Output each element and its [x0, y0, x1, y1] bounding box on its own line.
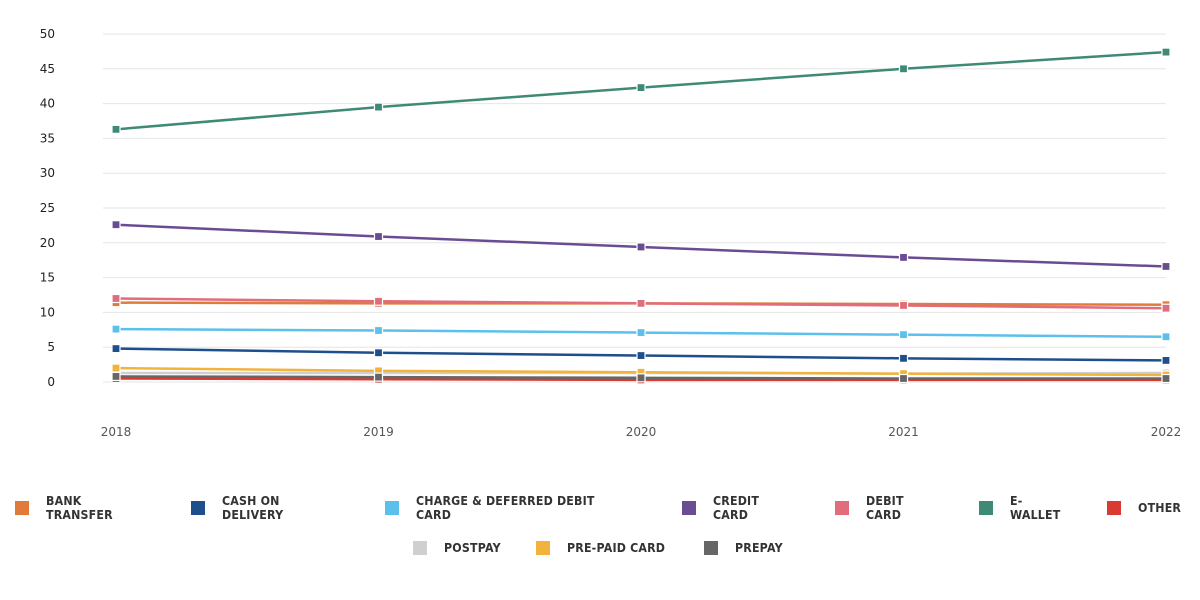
- legend-item[interactable]: POSTPAY: [413, 541, 506, 555]
- data-point: [373, 372, 384, 382]
- data-point: [111, 324, 121, 334]
- data-point: [111, 124, 121, 134]
- legend-label: BANK TRANSFER: [45, 494, 113, 522]
- data-point: [373, 102, 384, 112]
- legend-label: POSTPAY: [444, 541, 502, 555]
- data-point: [111, 363, 121, 373]
- data-point: [111, 371, 121, 382]
- legend-swatch: [978, 501, 993, 515]
- legend-item[interactable]: CASH ON DELIVERY: [191, 494, 355, 522]
- data-point: [636, 327, 646, 338]
- legend-item[interactable]: OTHER: [1107, 501, 1185, 515]
- x-tick-label: 2021: [888, 425, 919, 439]
- x-tick-label: 2019: [363, 425, 394, 439]
- data-point: [373, 325, 384, 336]
- x-tick-label: 2018: [101, 425, 132, 439]
- series-debit-card: [111, 293, 1171, 313]
- data-point: [111, 293, 121, 304]
- data-point: [898, 330, 909, 340]
- y-tick-label: 30: [40, 166, 55, 180]
- data-point: [898, 300, 909, 311]
- y-tick-label: 15: [40, 271, 55, 285]
- y-tick-label: 25: [40, 201, 55, 215]
- y-tick-label: 50: [40, 27, 55, 41]
- data-point: [636, 82, 646, 93]
- legend-item[interactable]: BANK TRANSFER: [15, 494, 161, 522]
- legend-swatch: [15, 501, 29, 515]
- x-tick-label: 2020: [626, 425, 657, 439]
- legend-swatch: [191, 501, 205, 515]
- legend-item[interactable]: CHARGE & DEFERRED DEBIT CARD: [384, 494, 652, 522]
- data-point: [1161, 373, 1171, 384]
- series-cash-on-delivery: [111, 343, 1171, 366]
- data-point: [111, 343, 121, 354]
- data-point: [636, 350, 646, 361]
- legend-item[interactable]: PREPAY: [703, 541, 787, 555]
- data-point: [1161, 303, 1171, 313]
- legend-item[interactable]: PRE-PAID CARD: [536, 541, 674, 555]
- legend-label: DEBIT CARD: [865, 494, 904, 522]
- y-tick-label: 40: [40, 97, 55, 111]
- y-tick-label: 0: [47, 375, 55, 389]
- y-tick-label: 45: [40, 62, 55, 76]
- legend-label: CASH ON DELIVERY: [221, 494, 284, 522]
- y-tick-label: 35: [40, 131, 55, 145]
- legend-label: PRE-PAID CARD: [567, 541, 666, 555]
- data-point: [373, 231, 384, 242]
- legend-swatch: [413, 541, 428, 555]
- legend-label: PREPAY: [734, 541, 783, 555]
- legend-label: E-WALLET: [1009, 494, 1061, 522]
- series-prepay: [111, 371, 1171, 384]
- data-point: [1161, 355, 1171, 366]
- y-tick-label: 20: [40, 236, 55, 250]
- data-point: [636, 242, 646, 252]
- legend-row-2: POSTPAY PRE-PAID CARD PREPAY: [0, 541, 1200, 555]
- data-point: [1161, 332, 1171, 342]
- legend-swatch: [681, 501, 696, 515]
- legend-item[interactable]: CREDIT CARD: [681, 494, 805, 522]
- legend-swatch: [1107, 501, 1122, 515]
- data-point: [898, 64, 909, 74]
- legend-swatch: [834, 501, 849, 515]
- series-credit-card: [111, 220, 1171, 272]
- legend-item[interactable]: DEBIT CARD: [834, 494, 949, 522]
- data-point: [636, 298, 646, 308]
- y-tick-label: 10: [40, 305, 55, 319]
- legend-row-1: BANK TRANSFER CASH ON DELIVERY CHARGE & DE…: [0, 494, 1200, 522]
- data-point: [636, 373, 646, 383]
- series-e-wallet: [111, 47, 1171, 134]
- data-point: [898, 353, 909, 363]
- data-point: [1161, 261, 1171, 272]
- x-tick-label: 2022: [1151, 425, 1182, 439]
- legend-item[interactable]: E-WALLET: [978, 494, 1078, 522]
- legend-swatch: [384, 501, 399, 515]
- legend-swatch: [703, 541, 718, 555]
- legend-label: CREDIT CARD: [712, 494, 759, 522]
- data-point: [373, 348, 384, 358]
- legend-label: CHARGE & DEFERRED DEBIT CARD: [415, 494, 595, 522]
- legend-label: OTHER: [1138, 501, 1182, 515]
- series-charge-deferred-debit-card: [111, 324, 1171, 342]
- data-point: [111, 220, 121, 230]
- y-tick-label: 5: [47, 340, 55, 354]
- plot-area: 0 5 10 15 20 25 30 35 40 45 50 2018 2019 2020 2021 2022: [40, 27, 1182, 439]
- data-point: [373, 296, 384, 306]
- data-point: [898, 252, 909, 263]
- data-point: [898, 373, 909, 384]
- legend-swatch: [536, 541, 551, 555]
- data-point: [1161, 47, 1171, 57]
